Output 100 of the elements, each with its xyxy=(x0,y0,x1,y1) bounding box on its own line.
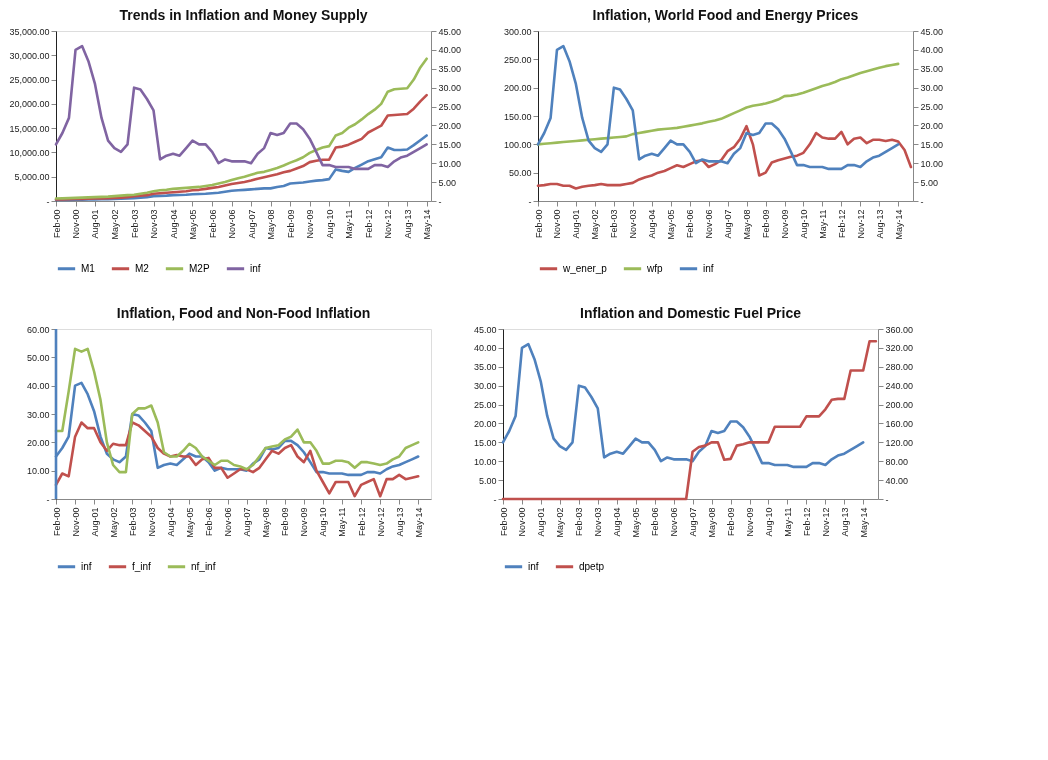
line-series xyxy=(536,124,913,190)
y-tick-label: 100.00 xyxy=(503,139,532,150)
y2-tick-label: 200.00 xyxy=(885,400,914,411)
x-tick-label: Aug-01 xyxy=(571,209,582,239)
x-tick-label: Feb-12 xyxy=(363,209,374,239)
y-tick-label: 25,000.00 xyxy=(9,75,50,86)
line-series xyxy=(54,421,420,498)
x-tick-label: May-11 xyxy=(817,209,828,239)
y2-tick-label: 15.00 xyxy=(438,139,462,150)
legend-label: inf xyxy=(528,560,539,572)
x-tick-label: May-14 xyxy=(893,209,904,240)
x-tick-label: Aug-04 xyxy=(168,209,179,239)
y2-tick-label: 45.00 xyxy=(920,26,944,37)
x-tick-label: Aug-01 xyxy=(89,507,100,537)
x-tick-label: Feb-03 xyxy=(574,507,585,537)
x-tick-label: Nov-12 xyxy=(855,209,866,239)
x-tick-label: Feb-06 xyxy=(207,209,218,239)
line-series xyxy=(54,57,428,200)
x-tick-label: May-02 xyxy=(109,209,120,240)
legend-label: M2 xyxy=(135,262,150,274)
line-series xyxy=(501,342,865,469)
x-tick-label: May-14 xyxy=(422,209,433,240)
legend-label: inf xyxy=(703,262,714,274)
y-tick-label: 10,000.00 xyxy=(9,147,50,158)
y-tick-label: 30.00 xyxy=(473,381,497,392)
x-tick-label: May-05 xyxy=(631,507,642,538)
legend-label: inf xyxy=(81,560,92,572)
x-tick-label: Feb-12 xyxy=(801,507,812,537)
x-tick-label: Nov-09 xyxy=(305,209,316,239)
y-tick-label: 60.00 xyxy=(26,324,50,335)
x-tick-label: Nov-06 xyxy=(669,507,680,537)
x-tick-label: Feb-06 xyxy=(204,507,215,537)
x-tick-label: Aug-04 xyxy=(647,209,658,239)
y2-tick-label: 160.00 xyxy=(885,418,914,429)
y2-tick-label: 25.00 xyxy=(920,102,944,113)
x-tick-label: Feb-00 xyxy=(498,507,509,537)
x-tick-label: Nov-00 xyxy=(517,507,528,537)
x-tick-label: Aug-10 xyxy=(318,507,329,537)
y2-tick-label: 320.00 xyxy=(885,343,914,354)
y-tick-label: 5.00 xyxy=(478,475,497,486)
x-tick-label: May-11 xyxy=(337,507,348,537)
x-tick-label: Nov-09 xyxy=(745,507,756,537)
line-series xyxy=(536,62,900,146)
y-tick-label: 40.00 xyxy=(473,343,497,354)
x-tick-label: May-02 xyxy=(590,209,601,240)
x-tick-label: Feb-06 xyxy=(685,209,696,239)
chart-title: Trends in Inflation and Money Supply xyxy=(119,7,368,23)
x-tick-label: Nov-06 xyxy=(704,209,715,239)
x-tick-label: Nov-12 xyxy=(383,209,394,239)
y2-tick-label: 280.00 xyxy=(885,362,914,373)
x-tick-label: Feb-03 xyxy=(609,209,620,239)
x-tick-label: Feb-12 xyxy=(356,507,367,537)
x-tick-label: Feb-12 xyxy=(836,209,847,239)
x-tick-label: Nov-00 xyxy=(71,209,82,239)
y2-tick-label: 5.00 xyxy=(920,177,939,188)
y-tick-label: 35.00 xyxy=(473,362,497,373)
line-series xyxy=(54,347,420,474)
x-tick-label: Nov-00 xyxy=(70,507,81,537)
x-tick-label: May-02 xyxy=(108,507,119,538)
x-tick-label: Nov-03 xyxy=(593,507,604,537)
line-series xyxy=(536,44,900,171)
y2-tick-label: 10.00 xyxy=(920,158,944,169)
y-tick-label: 50.00 xyxy=(26,352,50,363)
y-tick-label: 10.00 xyxy=(26,466,50,477)
x-tick-label: May-05 xyxy=(184,507,195,538)
x-tick-label: May-05 xyxy=(187,209,198,240)
y-tick-label: 35,000.00 xyxy=(9,26,50,37)
x-tick-label: May-14 xyxy=(858,507,869,538)
x-tick-label: Aug-07 xyxy=(246,209,257,239)
y2-tick-label: - xyxy=(438,196,442,207)
x-tick-label: Aug-04 xyxy=(612,507,623,537)
y-tick-label: 20.00 xyxy=(26,437,50,448)
chart-title: Inflation, World Food and Energy Prices xyxy=(592,7,859,23)
x-tick-label: Feb-00 xyxy=(51,507,62,537)
y-tick-label: 30,000.00 xyxy=(9,50,50,61)
y-tick-label: - xyxy=(46,494,50,505)
x-tick-label: Feb-06 xyxy=(650,507,661,537)
x-tick-label: Aug-07 xyxy=(723,209,734,239)
y-tick-label: 25.00 xyxy=(473,400,497,411)
legend-label: inf xyxy=(250,262,261,274)
x-tick-label: May-11 xyxy=(344,209,355,239)
y-tick-label: 15,000.00 xyxy=(9,123,50,134)
y2-tick-label: 30.00 xyxy=(920,83,944,94)
y2-tick-label: 20.00 xyxy=(438,120,462,131)
y2-tick-label: 45.00 xyxy=(438,26,462,37)
y-tick-label: 30.00 xyxy=(26,409,50,420)
legend-label: nf_inf xyxy=(191,560,216,572)
x-tick-label: Aug-13 xyxy=(839,507,850,537)
x-tick-label: Nov-03 xyxy=(628,209,639,239)
y2-tick-label: 5.00 xyxy=(438,177,457,188)
x-tick-label: May-02 xyxy=(555,507,566,538)
y2-tick-label: 25.00 xyxy=(438,102,462,113)
x-tick-label: Feb-00 xyxy=(533,209,544,239)
legend-label: M1 xyxy=(81,262,96,274)
x-tick-label: Nov-12 xyxy=(375,507,386,537)
y2-tick-label: 120.00 xyxy=(885,437,914,448)
y2-tick-label: 30.00 xyxy=(438,83,462,94)
x-tick-label: Nov-12 xyxy=(820,507,831,537)
x-tick-label: Aug-01 xyxy=(90,209,101,239)
x-tick-label: Feb-09 xyxy=(285,209,296,239)
